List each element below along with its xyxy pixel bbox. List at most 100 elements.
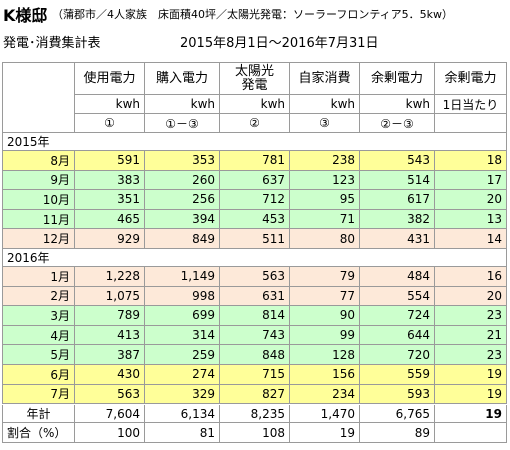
value: 256 — [145, 190, 220, 210]
value: 591 — [75, 151, 145, 171]
formula: ② — [220, 114, 290, 133]
month: 8月 — [2, 151, 75, 171]
value: 431 — [360, 229, 435, 249]
value: 23 — [435, 306, 507, 326]
value: 511 — [220, 229, 290, 249]
value: 351 — [75, 190, 145, 210]
subtitle: （蒲郡市／4人家族 床面積40坪／太陽光発電：ソーラーフロンティア5．5kw） — [52, 8, 454, 21]
value: 20 — [435, 286, 507, 307]
value: 848 — [220, 345, 290, 365]
month: 7月 — [2, 384, 75, 405]
value: 699 — [145, 306, 220, 326]
value: 14 — [435, 229, 507, 249]
total-value: 19 — [435, 405, 507, 423]
value: 631 — [220, 286, 290, 307]
unit: kwh — [290, 95, 360, 114]
ratio-value — [435, 423, 507, 443]
total-label: 年計 — [2, 405, 75, 423]
value: 1,149 — [145, 267, 220, 287]
value: 413 — [75, 325, 145, 346]
total-value: 7,604 — [75, 405, 145, 423]
value: 23 — [435, 345, 507, 365]
value: 484 — [360, 267, 435, 287]
value: 19 — [435, 384, 507, 405]
formula — [435, 114, 507, 133]
value: 274 — [145, 365, 220, 385]
value: 543 — [360, 151, 435, 171]
ratio-value: 108 — [220, 423, 290, 443]
month: 1月 — [2, 267, 75, 287]
value: 123 — [290, 170, 360, 191]
value: 99 — [290, 325, 360, 346]
month: 12月 — [2, 229, 75, 249]
value: 259 — [145, 345, 220, 365]
value: 156 — [290, 365, 360, 385]
unit: kwh — [220, 95, 290, 114]
value: 13 — [435, 209, 507, 230]
value: 514 — [360, 170, 435, 191]
header-line: 太陽光 — [234, 63, 274, 79]
value: 617 — [360, 190, 435, 210]
value: 394 — [145, 209, 220, 230]
value: 781 — [220, 151, 290, 171]
total-value: 6,765 — [360, 405, 435, 423]
unit: kwh — [145, 95, 220, 114]
value: 998 — [145, 286, 220, 307]
value: 465 — [75, 209, 145, 230]
month: 6月 — [2, 365, 75, 385]
value: 789 — [75, 306, 145, 326]
header-line: 使用電力 — [83, 70, 136, 86]
value: 929 — [75, 229, 145, 249]
formula: ②－③ — [360, 114, 435, 133]
formula: ③ — [290, 114, 360, 133]
column-header: 余剰電力 — [360, 62, 435, 95]
value: 90 — [290, 306, 360, 326]
unit: kwh — [75, 95, 145, 114]
total-value: 6,134 — [145, 405, 220, 423]
value: 383 — [75, 170, 145, 191]
value: 563 — [220, 267, 290, 287]
value: 849 — [145, 229, 220, 249]
month: 4月 — [2, 325, 75, 346]
month: 11月 — [2, 209, 75, 230]
value: 20 — [435, 190, 507, 210]
value: 1,228 — [75, 267, 145, 287]
value: 16 — [435, 267, 507, 287]
header-line: 発電 — [241, 77, 268, 93]
value: 353 — [145, 151, 220, 171]
unit: 1日当たり — [435, 95, 507, 114]
value: 19 — [435, 365, 507, 385]
value: 712 — [220, 190, 290, 210]
value: 71 — [290, 209, 360, 230]
value: 234 — [290, 384, 360, 405]
ratio-value: 100 — [75, 423, 145, 443]
period: 2015年8月1日～2016年7月31日 — [180, 36, 379, 51]
header-line: 余剰電力 — [444, 70, 497, 86]
unit: kwh — [360, 95, 435, 114]
month: 5月 — [2, 345, 75, 365]
value: 18 — [435, 151, 507, 171]
value: 329 — [145, 384, 220, 405]
month: 9月 — [2, 170, 75, 191]
column-header: 自家消費 — [290, 62, 360, 95]
value: 387 — [75, 345, 145, 365]
value: 314 — [145, 325, 220, 346]
ratio-value: 89 — [360, 423, 435, 443]
value: 720 — [360, 345, 435, 365]
value: 260 — [145, 170, 220, 191]
column-header: 余剰電力 — [435, 62, 507, 95]
corner — [2, 62, 75, 133]
value: 715 — [220, 365, 290, 385]
ratio-value: 81 — [145, 423, 220, 443]
month: 3月 — [2, 306, 75, 326]
value: 77 — [290, 286, 360, 307]
column-header: 使用電力 — [75, 62, 145, 95]
ratio-label: 割合（%） — [2, 423, 75, 443]
month: 10月 — [2, 190, 75, 210]
value: 382 — [360, 209, 435, 230]
formula: ① — [75, 114, 145, 133]
value: 1,075 — [75, 286, 145, 307]
section-label: 2016年 — [2, 249, 507, 267]
value: 17 — [435, 170, 507, 191]
